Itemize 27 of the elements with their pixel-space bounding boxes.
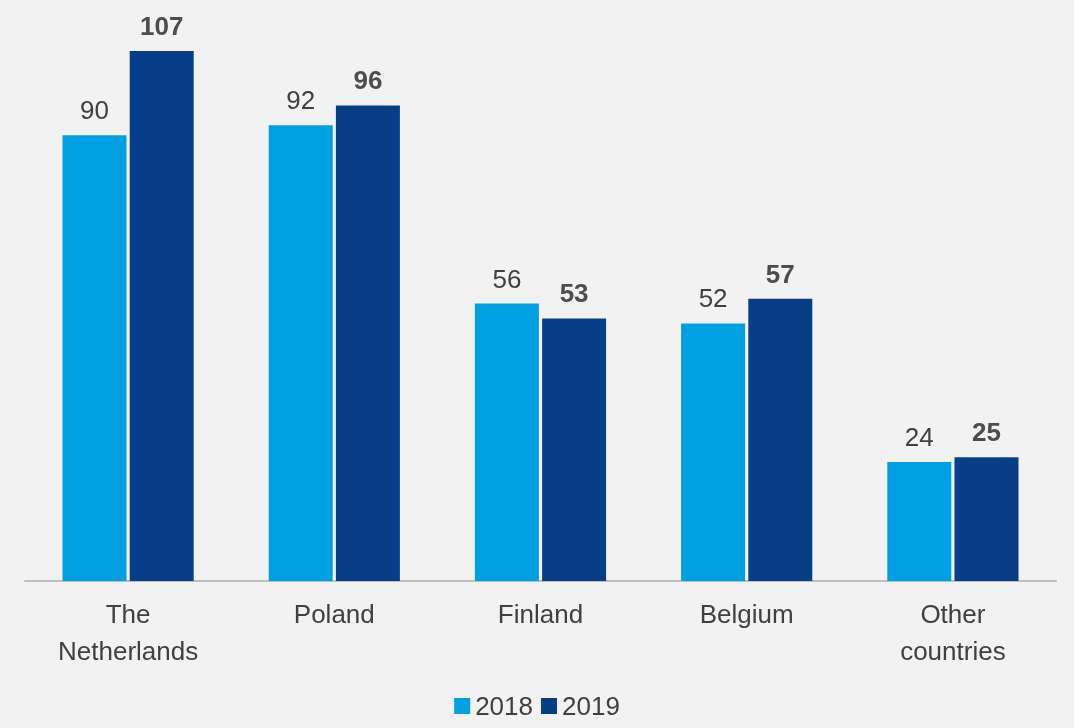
data-label: 107 <box>140 11 184 41</box>
data-label: 96 <box>353 65 383 96</box>
x-tick-label: Poland <box>293 598 375 629</box>
data-label: 56 <box>492 263 522 294</box>
data-label: 24 <box>904 422 934 453</box>
legend-label: 2019 <box>562 691 620 721</box>
legend-label: 2018 <box>475 691 533 721</box>
bar <box>887 462 952 581</box>
bar <box>268 125 333 581</box>
x-tick-label: The Netherlands <box>58 598 199 666</box>
x-tick-label: Other countries <box>900 598 1006 666</box>
data-label: 53 <box>559 278 589 309</box>
bar <box>748 298 813 581</box>
data-label: 92 <box>286 85 316 116</box>
bar <box>954 457 1019 581</box>
data-label: 90 <box>80 95 109 126</box>
data-label: 25 <box>972 417 1001 448</box>
data-label: 52 <box>698 283 728 314</box>
data-label: 57 <box>765 258 795 289</box>
bar <box>681 323 746 581</box>
bar <box>542 318 607 581</box>
x-tick-label: Belgium <box>699 598 794 629</box>
bar <box>62 135 127 581</box>
x-tick-label: Finland <box>497 598 584 629</box>
bar <box>474 303 539 581</box>
bar <box>129 51 194 581</box>
bar <box>335 105 400 581</box>
